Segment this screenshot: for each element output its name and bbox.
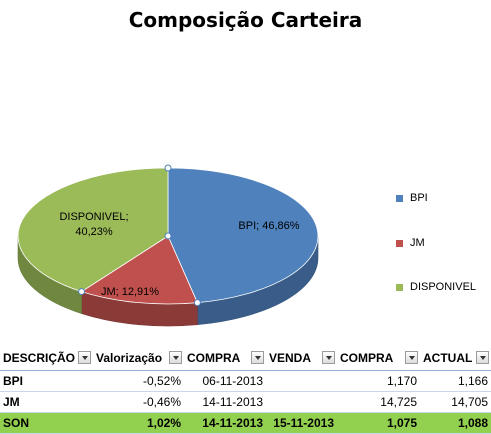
cell-valorizacao[interactable]: 1,02% — [93, 412, 184, 434]
cell-actual[interactable]: 1,088 — [420, 412, 491, 434]
header-label: DESCRIÇÃO — [3, 351, 76, 366]
filter-dropdown-icon[interactable] — [322, 351, 335, 364]
cell-venda[interactable]: 15-11-2013 — [266, 412, 337, 434]
legend-label-jm: JM — [410, 237, 425, 249]
selection-handle-icon[interactable] — [193, 299, 201, 307]
chart-area[interactable]: Composição Carteira BPI; 46,86% JM; 12,91… — [0, 0, 491, 345]
cell-compra-date[interactable]: 14-11-2013 — [184, 412, 266, 434]
header-label: ACTUAL — [423, 351, 473, 366]
pie-slice-jm[interactable] — [80, 235, 198, 305]
cell-compra-date[interactable]: 14-11-2013 — [184, 391, 266, 413]
header-valorizacao: Valorização — [93, 347, 184, 371]
legend-item-disponivel: DISPONIVEL — [396, 280, 476, 294]
cell-compra-date[interactable]: 06-11-2013 — [184, 370, 266, 392]
table-header-row: DESCRIÇÃO Valorização COMPRA VENDA COMPR… — [0, 347, 491, 371]
cell-descricao[interactable]: BPI — [0, 370, 93, 392]
cell-valorizacao[interactable]: -0,46% — [93, 391, 184, 413]
cell-valorizacao[interactable]: -0,52% — [93, 370, 184, 392]
filter-dropdown-icon[interactable] — [78, 351, 91, 364]
cell-descricao[interactable]: JM — [0, 391, 93, 413]
filter-dropdown-icon[interactable] — [251, 351, 264, 364]
header-label: COMPRA — [187, 351, 241, 366]
cell-actual[interactable]: 14,705 — [420, 391, 491, 413]
cell-descricao[interactable]: SON — [0, 412, 93, 434]
pie-top — [17, 167, 319, 305]
cell-actual[interactable]: 1,166 — [420, 370, 491, 392]
filter-dropdown-icon[interactable] — [476, 351, 489, 364]
data-label-bpi: BPI; 46,86% — [238, 220, 299, 232]
pie-sides — [17, 235, 319, 327]
legend-swatch-bpi — [396, 194, 403, 202]
data-label-disponivel-line2: 40,23% — [75, 226, 113, 238]
header-compra-price: COMPRA — [337, 347, 420, 371]
header-compra-date: COMPRA — [184, 347, 266, 371]
legend-label-disponivel: DISPONIVEL — [410, 281, 477, 293]
legend-label-bpi: BPI — [410, 192, 428, 204]
table-row[interactable]: JM -0,46% 14-11-2013 14,725 14,705 — [0, 391, 491, 413]
cell-venda[interactable] — [266, 391, 337, 413]
filter-dropdown-icon[interactable] — [405, 351, 418, 364]
table-row-highlighted[interactable]: SON 1,02% 14-11-2013 15-11-2013 1,075 1,… — [0, 412, 491, 434]
header-actual: ACTUAL — [420, 347, 491, 371]
legend-swatch-jm — [396, 239, 403, 247]
cell-compra-price[interactable]: 1,170 — [337, 370, 420, 392]
selection-handle-icon[interactable] — [164, 164, 172, 172]
portfolio-table-wrap: DESCRIÇÃO Valorização COMPRA VENDA COMPR… — [0, 347, 491, 434]
cell-compra-price[interactable]: 1,075 — [337, 412, 420, 434]
header-venda: VENDA — [266, 347, 337, 371]
chart-title: Composição Carteira — [128, 8, 363, 32]
legend-item-jm: JM — [396, 236, 425, 250]
filter-dropdown-icon[interactable] — [169, 351, 182, 364]
header-descricao: DESCRIÇÃO — [0, 347, 93, 371]
data-label-jm: JM; 12,91% — [101, 286, 159, 298]
header-label: VENDA — [269, 351, 312, 366]
data-label-disponivel-line1: DISPONIVEL; — [59, 211, 128, 223]
selection-handle-icon[interactable] — [164, 232, 172, 240]
header-label: Valorização — [96, 351, 163, 366]
table-row[interactable]: BPI -0,52% 06-11-2013 1,170 1,166 — [0, 370, 491, 392]
pie-slice-bpi[interactable] — [167, 167, 319, 304]
cell-venda[interactable] — [266, 370, 337, 392]
pie-chart[interactable]: BPI; 46,86% JM; 12,91% DISPONIVEL; 40,23% — [0, 0, 491, 345]
header-label: COMPRA — [340, 351, 394, 366]
pie-slice-disponivel[interactable] — [17, 167, 169, 293]
legend-item-bpi: BPI — [396, 191, 428, 205]
selection-handle-icon[interactable] — [78, 288, 86, 296]
cell-compra-price[interactable]: 14,725 — [337, 391, 420, 413]
legend-swatch-disponivel — [396, 283, 403, 291]
portfolio-table: DESCRIÇÃO Valorização COMPRA VENDA COMPR… — [0, 347, 491, 434]
